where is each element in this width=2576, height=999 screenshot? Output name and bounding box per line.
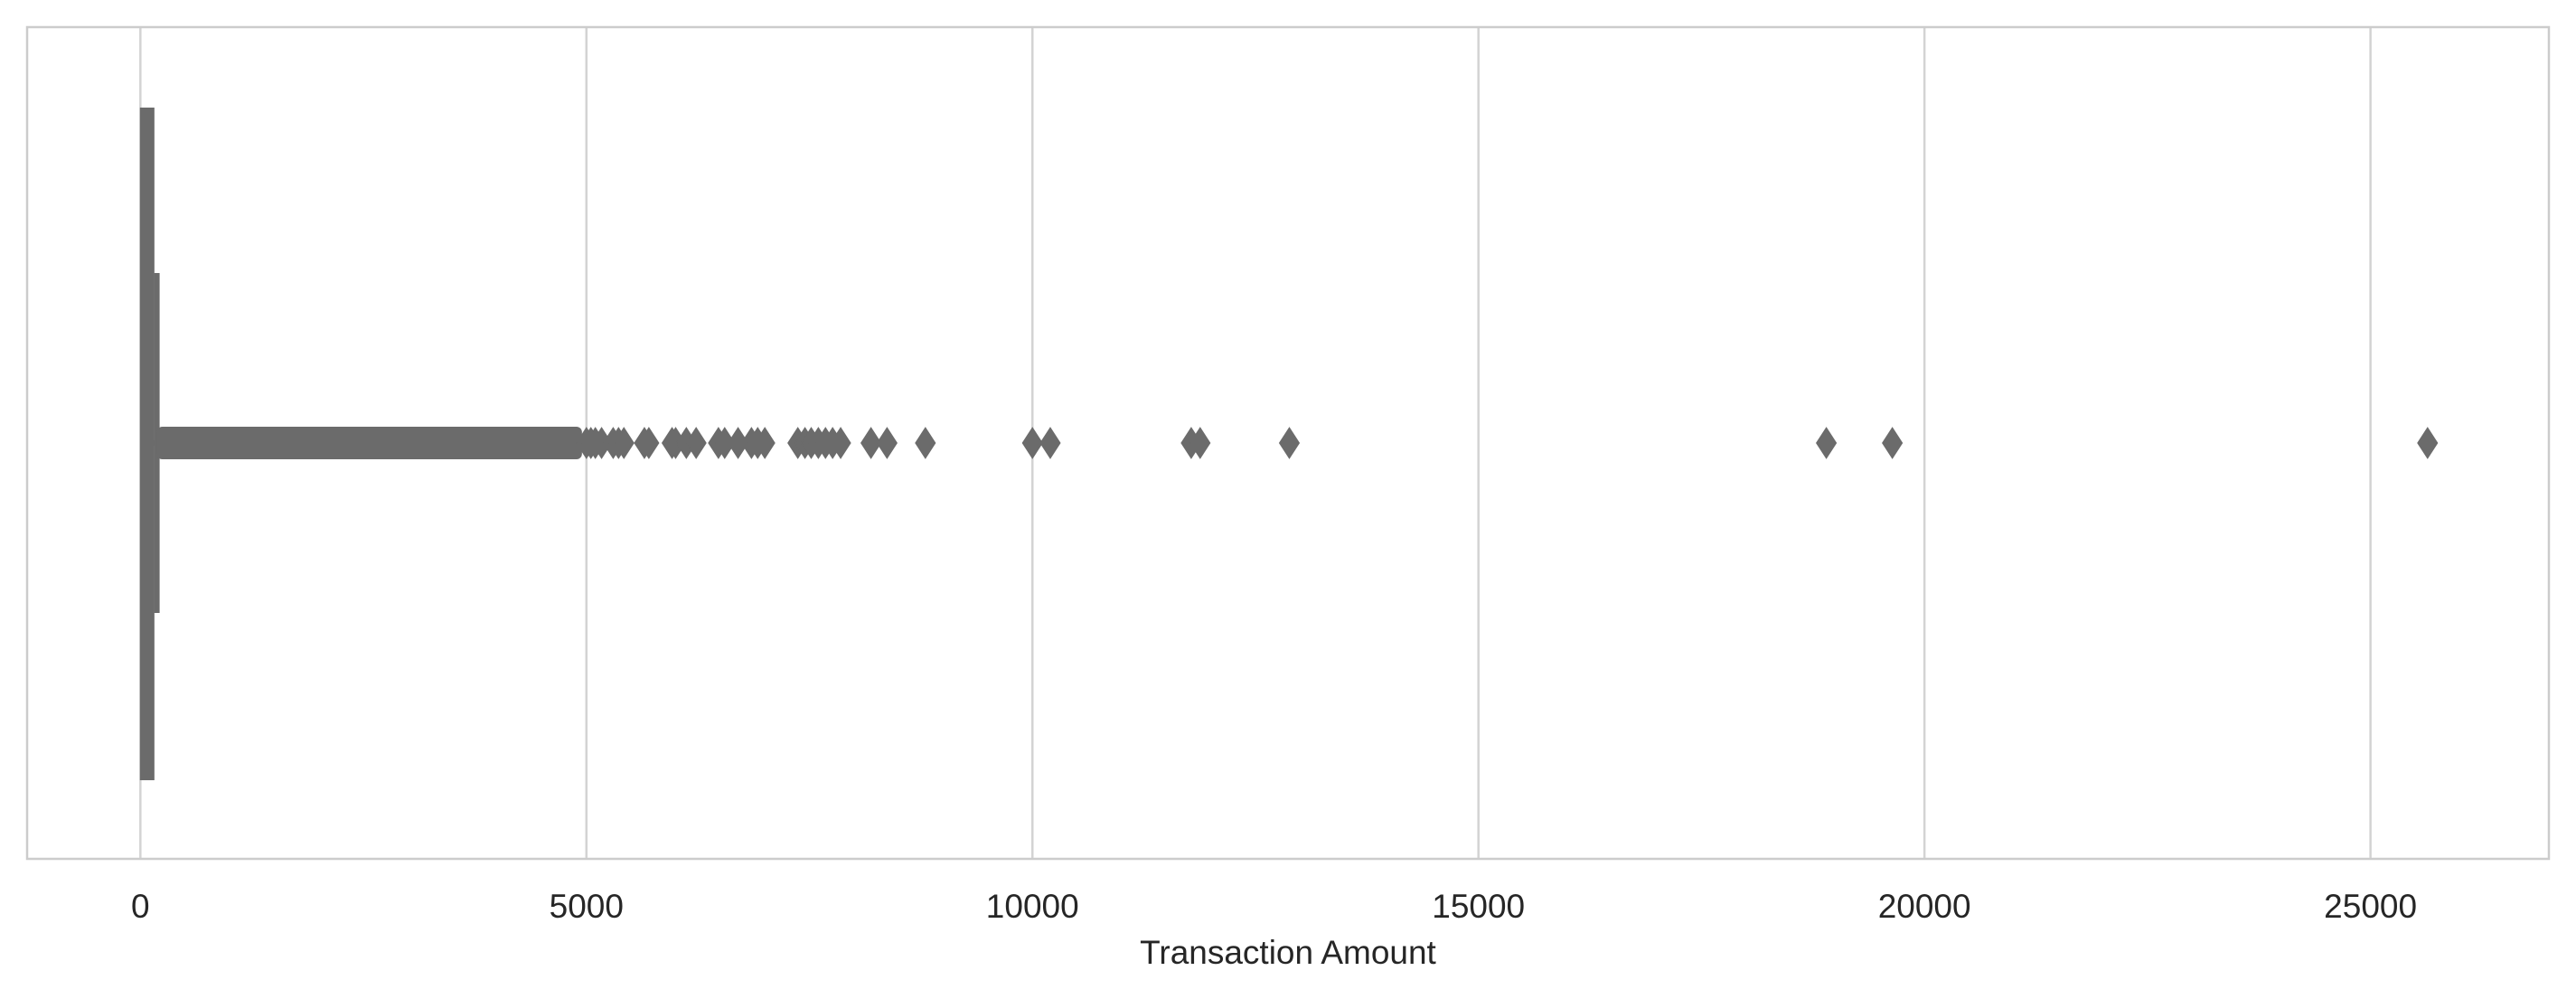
outlier-point bbox=[860, 427, 882, 459]
x-tick-label: 0 bbox=[131, 888, 150, 925]
x-tick-labels: 0 5000 10000 15000 20000 25000 bbox=[131, 888, 2417, 925]
x-tick-label: 10000 bbox=[986, 888, 1079, 925]
outlier-point bbox=[754, 427, 776, 459]
outlier-point bbox=[1039, 427, 1061, 459]
outlier-markers bbox=[156, 427, 2439, 459]
outlier-point bbox=[1021, 427, 1043, 459]
outlier-point bbox=[876, 427, 898, 459]
outlier-point bbox=[1189, 427, 1211, 459]
outlier-point bbox=[685, 427, 707, 459]
outlier-point bbox=[915, 427, 936, 459]
interquartile-box bbox=[139, 108, 155, 780]
outlier-point bbox=[1278, 427, 1301, 459]
x-tick-label: 25000 bbox=[2324, 888, 2417, 925]
outlier-point bbox=[1882, 427, 1904, 459]
box-plot bbox=[139, 108, 160, 780]
outlier-point bbox=[1816, 427, 1838, 459]
outlier-point bbox=[638, 427, 660, 459]
x-axis-label: Transaction Amount bbox=[1140, 934, 1436, 971]
outlier-point bbox=[830, 427, 851, 459]
x-tick-label: 5000 bbox=[550, 888, 624, 925]
plot-frame bbox=[25, 25, 2551, 861]
x-tick-label: 15000 bbox=[1432, 888, 1525, 925]
x-tick-label: 20000 bbox=[1878, 888, 1971, 925]
outlier-point bbox=[2417, 427, 2439, 459]
dense-outlier-band bbox=[156, 427, 582, 459]
outlier-point bbox=[613, 427, 635, 459]
